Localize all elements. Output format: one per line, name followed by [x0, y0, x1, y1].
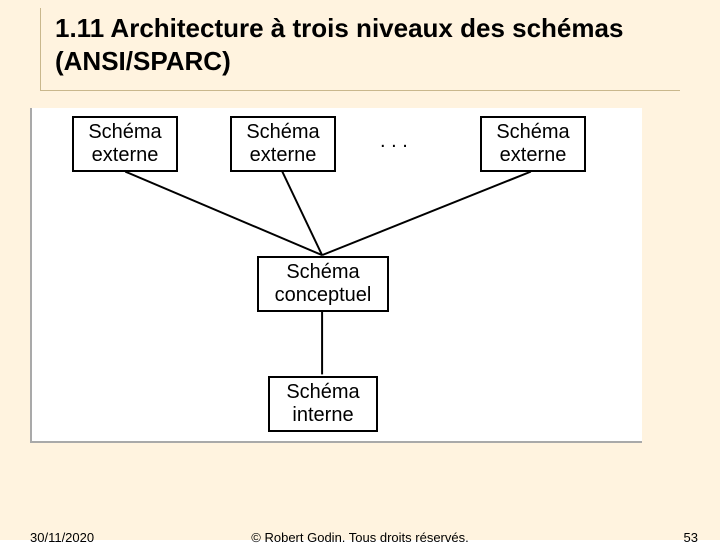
node-label-line1: Schéma [286, 261, 359, 284]
footer-copyright: © Robert Godin. Tous droits réservés. [0, 530, 720, 545]
slide: 1.11 Architecture à trois niveaux des sc… [0, 0, 720, 540]
footer-page-number: 53 [684, 530, 698, 545]
node-label-line2: externe [500, 144, 567, 167]
node-schema-conceptuel: Schéma conceptuel [257, 256, 389, 312]
node-schema-interne: Schéma interne [268, 376, 378, 432]
node-label-line2: externe [92, 144, 159, 167]
node-label-line2: externe [250, 144, 317, 167]
diagram-area: Schéma externe Schéma externe Schéma ext… [30, 108, 642, 443]
title-rule-horizontal [40, 90, 680, 92]
node-label-line1: Schéma [286, 381, 359, 404]
node-schema-externe-2: Schéma externe [230, 116, 336, 172]
title-rule-vertical [40, 8, 42, 90]
ellipsis: . . . [380, 130, 408, 153]
node-label-line2: interne [292, 404, 353, 427]
node-schema-externe-1: Schéma externe [72, 116, 178, 172]
title-area: 1.11 Architecture à trois niveaux des sc… [55, 12, 675, 83]
node-label-line1: Schéma [88, 121, 161, 144]
node-label-line1: Schéma [496, 121, 569, 144]
node-label-line2: conceptuel [275, 284, 372, 307]
node-label-line1: Schéma [246, 121, 319, 144]
slide-title: 1.11 Architecture à trois niveaux des sc… [55, 12, 675, 77]
node-schema-externe-3: Schéma externe [480, 116, 586, 172]
